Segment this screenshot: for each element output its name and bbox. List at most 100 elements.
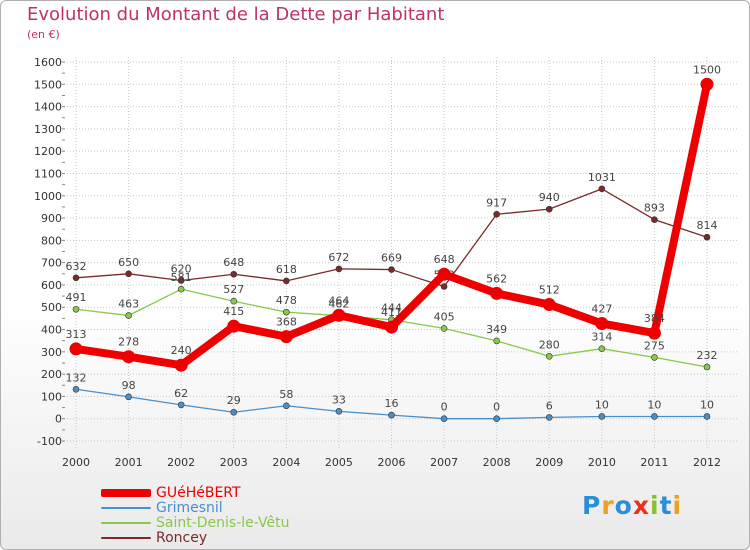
data-point xyxy=(542,298,556,312)
data-label: 314 xyxy=(591,331,612,344)
data-point xyxy=(335,408,343,415)
data-label: 463 xyxy=(118,297,139,310)
y-tick-label: 1000 xyxy=(34,190,62,203)
data-label: 368 xyxy=(276,316,297,329)
data-label: 10 xyxy=(595,398,609,411)
data-point xyxy=(700,77,714,91)
data-label: 411 xyxy=(381,306,402,319)
x-tick-label: 2002 xyxy=(167,456,195,469)
data-label: 6 xyxy=(546,399,553,412)
data-point xyxy=(279,330,293,344)
y-tick-label: 1500 xyxy=(34,78,62,91)
legend-swatch xyxy=(101,536,151,539)
x-tick-label: 2009 xyxy=(535,456,563,469)
legend-label: Grimesnil xyxy=(156,499,223,516)
x-tick-label: 2007 xyxy=(430,456,458,469)
data-point xyxy=(283,277,290,285)
y-tick-label: 700 xyxy=(41,257,62,270)
data-label: 62 xyxy=(174,387,188,400)
proxiti-logo: Proxiti xyxy=(582,491,682,520)
data-point xyxy=(440,415,448,423)
data-label: 464 xyxy=(328,294,349,307)
data-point xyxy=(332,308,346,322)
logo-letter: P xyxy=(582,491,602,520)
data-point xyxy=(651,216,658,223)
y-tick-label: -100 xyxy=(37,435,62,448)
data-label: 917 xyxy=(486,196,507,209)
data-point xyxy=(598,413,606,420)
data-point xyxy=(122,350,136,364)
y-tick-label: 600 xyxy=(41,279,62,292)
y-tick-label: 200 xyxy=(41,368,62,381)
x-tick-label: 2006 xyxy=(378,456,406,469)
data-label: 893 xyxy=(644,202,665,215)
data-label: 415 xyxy=(223,305,244,318)
data-label: 427 xyxy=(591,303,612,316)
data-point xyxy=(703,413,711,420)
data-point xyxy=(72,274,80,282)
data-label: 1500 xyxy=(693,63,721,76)
data-label: 384 xyxy=(644,312,665,325)
data-point xyxy=(177,285,185,293)
data-label: 491 xyxy=(66,291,87,304)
data-point xyxy=(437,267,451,281)
data-point xyxy=(283,402,290,410)
legend-label: Roncey xyxy=(156,529,208,546)
logo-letter: r xyxy=(601,491,615,520)
data-point xyxy=(493,337,500,345)
data-label: 132 xyxy=(66,371,87,384)
data-label: 232 xyxy=(697,349,718,362)
x-tick-label: 2010 xyxy=(588,456,616,469)
data-label: 349 xyxy=(486,323,507,336)
legend-label: Saint-Denis-le-Vêtu xyxy=(156,514,290,531)
data-point xyxy=(227,319,241,333)
data-point xyxy=(385,320,398,334)
logo-letter: o xyxy=(614,491,633,520)
data-point xyxy=(230,408,238,416)
y-tick-label: 400 xyxy=(41,324,62,337)
data-point xyxy=(72,385,80,393)
data-label: 527 xyxy=(223,283,244,296)
data-point xyxy=(388,411,395,419)
data-point xyxy=(545,205,553,213)
data-point xyxy=(598,185,606,193)
data-point xyxy=(230,270,238,278)
data-point xyxy=(283,308,290,316)
chart-title: Evolution du Montant de la Dette par Hab… xyxy=(27,4,445,25)
data-label: 462 xyxy=(328,298,349,311)
data-point xyxy=(493,415,500,423)
legend-swatch xyxy=(101,488,151,497)
data-label: 940 xyxy=(539,191,560,204)
data-label: 10 xyxy=(647,398,661,411)
data-point xyxy=(177,401,185,409)
y-tick-label: 100 xyxy=(41,390,62,403)
data-point xyxy=(598,345,606,353)
data-label: 33 xyxy=(332,393,346,406)
data-point xyxy=(388,266,395,273)
data-point xyxy=(440,283,448,290)
data-label: 280 xyxy=(539,338,560,351)
chart-legend: GUéHéBERT Grimesnil Saint-Denis-le-Vêtu Ron… xyxy=(101,484,290,546)
x-tick-label: 2005 xyxy=(325,456,353,469)
data-label: 98 xyxy=(122,379,136,392)
y-tick-label: 1600 xyxy=(34,56,62,69)
y-tick-label: 500 xyxy=(41,301,62,314)
x-tick-label: 2001 xyxy=(115,456,143,469)
data-label: 669 xyxy=(381,252,402,265)
legend-item: Saint-Denis-le-Vêtu xyxy=(101,514,290,531)
data-label: 29 xyxy=(227,394,241,407)
data-label: 478 xyxy=(276,294,297,307)
data-label: 650 xyxy=(118,256,139,269)
chart-subtitle: (en €) xyxy=(27,28,60,41)
y-tick-label: 900 xyxy=(41,212,62,225)
data-label: 512 xyxy=(539,284,560,297)
logo-letter: x xyxy=(632,491,650,520)
data-point xyxy=(177,277,185,284)
data-point xyxy=(703,363,711,371)
legend-label: GUéHéBERT xyxy=(156,484,241,501)
data-point xyxy=(490,286,504,300)
y-tick-label: 0 xyxy=(55,413,62,426)
data-point xyxy=(647,326,661,340)
data-point xyxy=(703,233,711,241)
